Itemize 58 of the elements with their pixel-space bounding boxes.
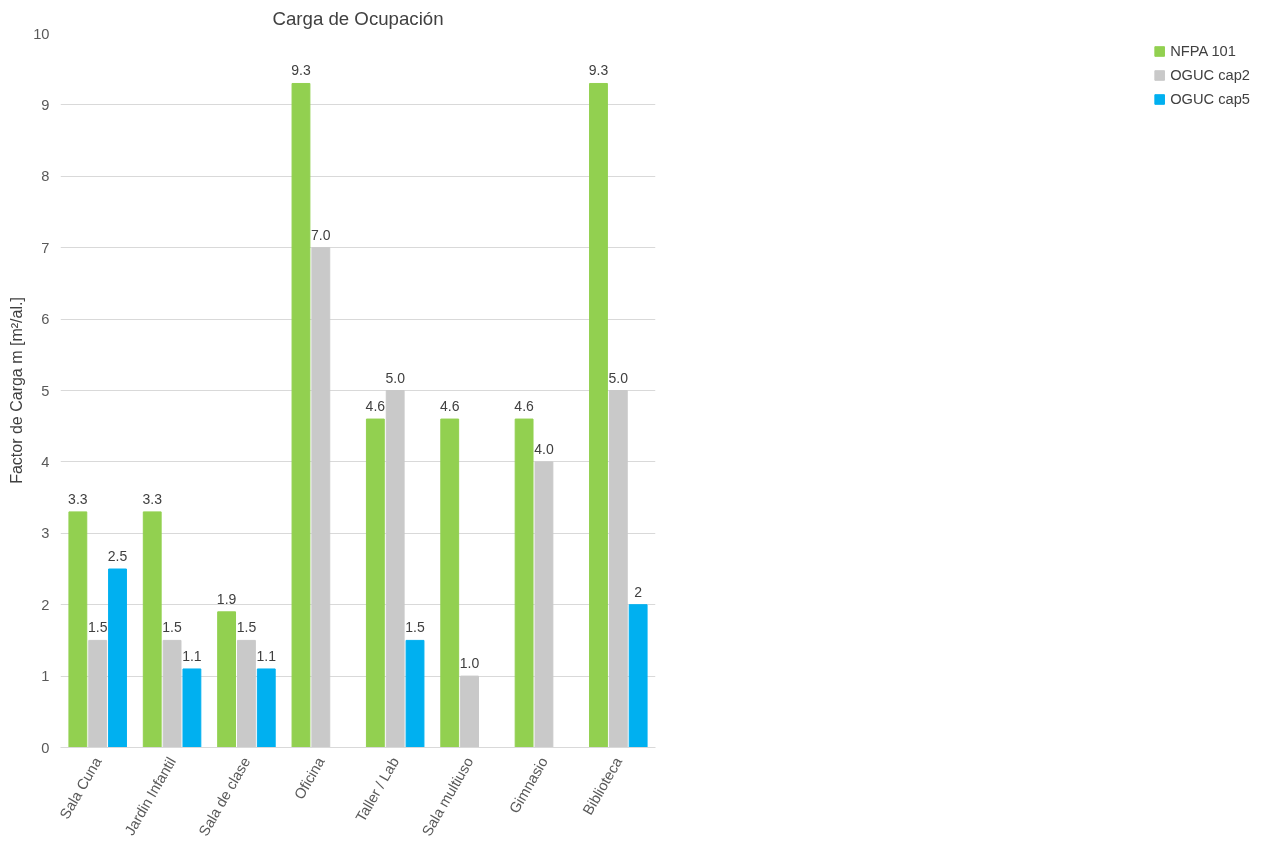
bar [237,639,256,748]
legend-label: OGUC cap2 [1170,67,1250,83]
bar [88,639,108,748]
y-tick-label: 7 [41,239,50,256]
bar [256,668,276,748]
y-tick-label: 9 [41,96,50,113]
bar [217,611,237,748]
legend-label: OGUC cap5 [1170,91,1250,107]
y-axis-title: Factor de Carga m [m²/al.] [8,297,26,484]
bar [608,390,628,748]
data-label: 1.1 [256,647,277,664]
bar [291,82,311,748]
data-label: 3.3 [142,490,163,507]
data-label: 4.6 [514,398,535,415]
y-tick-label: 3 [41,525,50,542]
data-label: 1.5 [87,619,108,636]
data-label: 4.6 [440,398,460,415]
y-tick-label: 6 [41,311,50,328]
bar [162,639,182,748]
data-label: 5.0 [385,369,406,386]
bar [385,390,405,748]
data-label: 1.9 [216,590,237,607]
bar [534,461,554,748]
bar [440,418,460,748]
y-tick-label: 8 [41,168,50,185]
data-label: 7.0 [311,226,331,243]
bar [68,511,88,748]
data-label: 9.3 [588,62,609,79]
data-label: 3.3 [68,490,88,507]
data-label: 1.5 [162,619,183,636]
y-tick-label: 5 [41,382,50,399]
data-label: 4.6 [365,398,386,415]
data-label: 4.0 [534,440,554,457]
data-label: 1.5 [405,619,425,636]
y-tick-label: 0 [41,739,50,756]
bar [514,418,534,748]
bar [365,418,385,748]
bar [460,675,479,748]
bar [405,639,425,748]
bar [628,604,648,748]
data-label: 1.1 [182,647,202,664]
bar [589,82,608,748]
data-label: 2.5 [107,548,128,564]
bar [108,568,127,748]
data-label: 1.0 [459,655,480,672]
bar [311,247,331,748]
bar [142,511,162,748]
legend-label: NFPA 101 [1170,43,1236,59]
data-label: 2 [634,583,643,600]
data-label: 1.5 [236,619,257,636]
bar [182,668,202,748]
y-tick-label: 10 [33,25,50,42]
data-label: 5.0 [608,369,629,386]
y-tick-label: 2 [41,596,50,613]
data-label: 9.3 [291,62,311,79]
y-tick-label: 4 [41,453,50,470]
y-tick-label: 1 [41,668,50,685]
chart-title: Carga de Ocupación [272,7,444,29]
